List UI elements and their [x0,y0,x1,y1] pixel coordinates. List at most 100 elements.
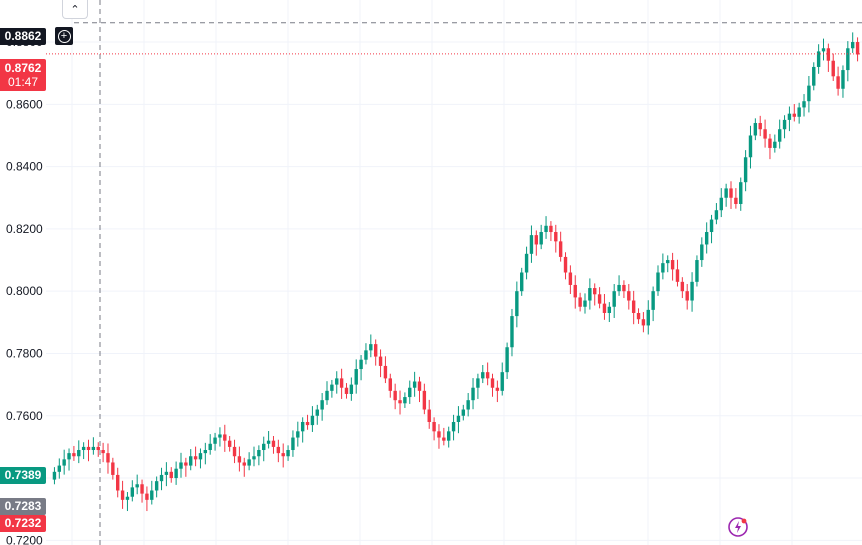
candle-body [242,462,246,466]
candle-body [544,225,548,233]
candle-body [81,446,86,451]
candle-body [125,496,130,500]
candle-body [111,462,115,475]
candle-body [719,197,723,211]
candle-body [164,471,169,475]
candle-body [417,381,422,391]
candle-body [373,344,378,357]
candle-body [490,378,495,388]
candle-body [208,443,212,451]
candle-body [539,232,543,245]
candle-body [203,450,208,454]
candle-body [437,431,441,438]
candle-body [57,465,62,472]
candle-body [145,493,149,500]
candle-body [422,390,427,410]
candle-body [641,319,646,326]
candle-body [169,471,173,479]
candle-body [427,409,431,422]
candle-body [106,453,110,463]
candle-body [446,431,451,441]
candle-body [802,101,806,108]
candle-body [213,437,217,444]
candle-body [836,76,840,89]
candle-body [739,182,743,204]
candle-body [388,378,392,391]
candle-body [77,450,81,457]
candle-body [174,468,178,479]
add-alert-plus-icon[interactable]: + [55,27,73,45]
candle-body [534,235,539,245]
countdown-timer: 01:47 [7,75,39,89]
candle-body [515,291,519,317]
candle-body [461,409,466,416]
candle-body [140,484,144,494]
candle-body [554,232,558,242]
candle-body [529,235,534,254]
candle-body [72,453,76,457]
candle-body [743,157,748,183]
candle-body [354,369,358,385]
candle-body [797,107,801,117]
candle-body [150,490,154,500]
candle-body [612,291,616,307]
y-tick-label: 0.8600 [6,97,43,111]
candle-body [704,232,709,245]
candles [52,32,860,512]
candle-body [607,306,612,313]
candle-body [666,260,670,264]
candle-body [412,381,417,388]
candle-body [758,123,762,130]
candle-body [724,188,728,198]
candle-body [227,440,232,447]
candle-body [524,253,529,273]
candle-body [807,85,811,102]
candle-body [296,431,300,438]
collapse-chevron-up-icon[interactable]: ⌃ [62,0,88,19]
candle-body [495,387,500,391]
y-tick-label: 0.8000 [6,284,43,298]
candle-body [67,453,71,460]
price-lines [46,0,862,545]
candle-body [573,284,577,298]
candle-body [792,113,796,117]
candle-body [305,421,310,426]
candle-body [471,387,475,401]
candle-body [831,60,835,77]
candle-body [563,256,568,273]
candle-body [96,446,100,451]
candle-body [466,400,470,410]
candle-body [690,281,694,301]
candle-body [768,138,772,148]
candle-body [763,129,767,139]
candle-body [631,300,636,313]
candle-body [179,462,183,469]
candle-body [714,210,719,220]
candle-body [826,48,831,61]
candle-body [782,119,787,130]
candle-body [627,291,631,301]
candle-body [841,70,845,89]
candle-body [198,453,203,460]
lightning-logo-icon[interactable] [727,516,749,538]
candle-body [578,297,582,307]
candle-body [456,415,461,422]
left-price-label-green: 0.7389 [0,467,46,484]
candle-body [266,440,271,444]
candle-body [777,129,782,142]
candle-body [748,135,753,158]
candle-body [636,312,641,320]
candle-body [646,309,650,326]
candle-body [812,66,816,86]
last-price-value: 0.8762 [4,61,42,75]
candle-body [476,378,480,388]
candle-body [237,456,242,463]
candle-body [91,446,96,451]
last-price-label: 0.8762 01:47 [0,59,46,91]
candle-body [485,372,490,379]
candle-body [597,294,602,304]
candle-body [86,446,91,451]
candle-body [432,421,436,432]
y-tick-label: 0.7600 [6,409,43,423]
